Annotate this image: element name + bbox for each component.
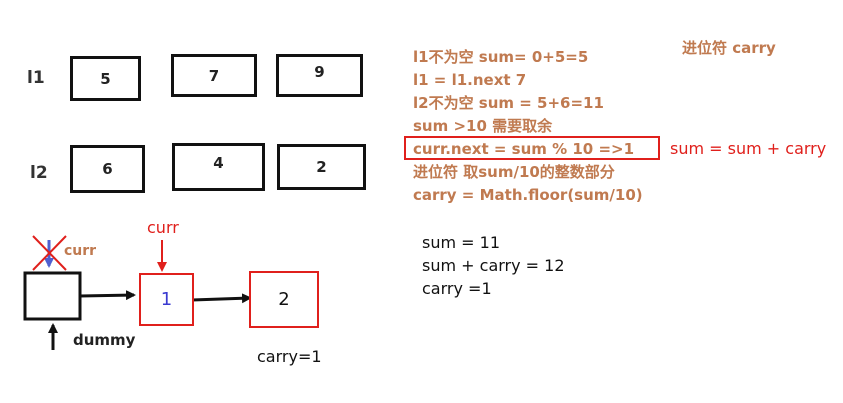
dummy-to-node1-arrow (79, 290, 136, 301)
calc-line: carry =1 (422, 279, 492, 298)
l2-node-1: 6 (70, 145, 145, 193)
result-node-2: 2 (249, 271, 319, 328)
l2-node-3: 2 (277, 144, 366, 190)
l1-label: l1 (27, 68, 45, 88)
carry-note: carry=1 (257, 347, 322, 366)
step-line: sum >10 需要取余 (413, 117, 553, 135)
new-curr-label: curr (147, 218, 179, 237)
calc-line: sum + carry = 12 (422, 256, 565, 275)
calc-lines: sum = 11 sum + carry = 12 carry =1 (422, 231, 565, 300)
result-node-1: 1 (139, 273, 194, 326)
cross-out-line (32, 235, 67, 271)
highlight-box (404, 136, 660, 160)
side-note: sum = sum + carry (670, 139, 827, 158)
l2-label: l2 (30, 163, 48, 183)
step-line: 进位符 取sum/10的整数部分 (413, 163, 615, 181)
step-line: l2不为空 sum = 5+6=11 (413, 94, 604, 112)
l2-node-2: 4 (172, 143, 265, 191)
dummy-label: dummy (73, 331, 136, 349)
calc-line: sum = 11 (422, 233, 500, 252)
step-line: carry = Math.floor(sum/10) (413, 186, 643, 204)
carry-title: 进位符 carry (682, 39, 776, 57)
l1-node-2: 7 (171, 54, 257, 97)
l1-node-3: 9 (276, 54, 363, 97)
old-curr-label: curr (64, 243, 97, 259)
l1-node-1: 5 (70, 56, 141, 101)
step-line: l1 = l1.next 7 (413, 71, 527, 89)
dummy-node (23, 271, 82, 321)
step-line: curr.next = sum % 10 =>1 (413, 140, 635, 158)
node1-to-node2-arrow (191, 293, 252, 304)
step-line: l1不为空 sum= 0+5=5 (413, 48, 589, 66)
steps-list: l1不为空 sum= 0+5=5 l1 = l1.next 7 l2不为空 su… (413, 46, 643, 207)
